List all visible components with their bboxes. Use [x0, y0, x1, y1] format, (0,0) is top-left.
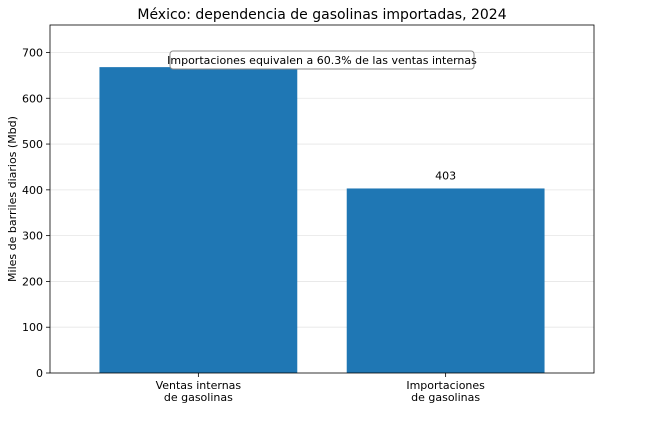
x-tick-label: Ventas internas	[156, 379, 242, 392]
bars	[99, 67, 545, 373]
plot-frame	[49, 24, 595, 374]
data-labels: 403	[435, 169, 456, 182]
bar	[346, 188, 545, 373]
y-tick-label: 0	[36, 367, 43, 380]
y-tick-label: 400	[22, 184, 43, 197]
y-axis-label: Miles de barriles diarios (Mbd)	[6, 116, 19, 282]
y-tick-label: 200	[22, 275, 43, 288]
annotation-box: Importaciones equivalen a 60.3% de las v…	[167, 50, 477, 70]
x-tick-label: de gasolinas	[411, 391, 480, 404]
x-tick-label: de gasolinas	[164, 391, 233, 404]
chart-title: México: dependencia de gasolinas importa…	[137, 7, 506, 23]
y-tick-label: 500	[22, 138, 43, 151]
annotation-text: Importaciones equivalen a 60.3% de las v…	[167, 54, 477, 67]
y-tick-label: 300	[22, 230, 43, 243]
data-label: 403	[435, 169, 456, 182]
y-tick-label: 600	[22, 92, 43, 105]
y-tick-label: 700	[22, 46, 43, 59]
y-axis: 0 100 200 300 400 500 600 700	[22, 46, 50, 380]
annotation-frame	[169, 50, 475, 70]
y-tick-label: 100	[22, 321, 43, 334]
bar	[99, 67, 298, 373]
x-tick-label: Importaciones	[406, 379, 485, 392]
